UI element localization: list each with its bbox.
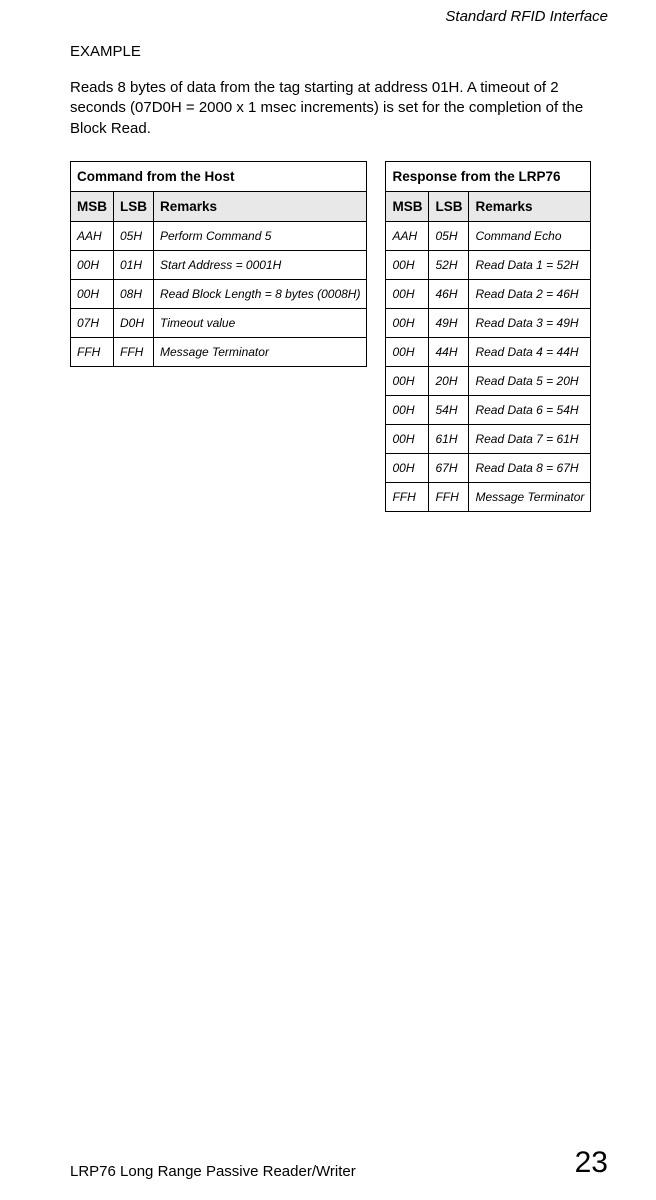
cell-msb: 00H [71,250,114,279]
cell-lsb: 44H [429,337,469,366]
cell-remarks: Read Data 7 = 61H [469,424,591,453]
table-row: 00H 46H Read Data 2 = 46H [386,279,591,308]
example-label: EXAMPLE [70,43,608,60]
cell-lsb: FFH [429,482,469,511]
table-row: 00H 49H Read Data 3 = 49H [386,308,591,337]
cell-msb: AAH [386,221,429,250]
cell-remarks: Read Data 6 = 54H [469,395,591,424]
table-row: 00H 61H Read Data 7 = 61H [386,424,591,453]
col-lsb: LSB [429,191,469,221]
col-msb: MSB [386,191,429,221]
cell-lsb: 20H [429,366,469,395]
table-row: 00H 44H Read Data 4 = 44H [386,337,591,366]
cell-lsb: FFH [114,337,154,366]
command-table-title: Command from the Host [71,161,367,191]
command-table: Command from the Host MSB LSB Remarks AA… [70,161,367,367]
cell-msb: 00H [386,366,429,395]
cell-remarks: Read Data 1 = 52H [469,250,591,279]
cell-msb: 00H [386,279,429,308]
page: Standard RFID Interface EXAMPLE Reads 8 … [0,0,656,1200]
cell-msb: 00H [386,395,429,424]
cell-remarks: Perform Command 5 [154,221,367,250]
cell-lsb: D0H [114,308,154,337]
response-table: Response from the LRP76 MSB LSB Remarks … [385,161,591,512]
table-row: 00H 01H Start Address = 0001H [71,250,367,279]
cell-lsb: 49H [429,308,469,337]
table-row: AAH 05H Perform Command 5 [71,221,367,250]
table-row: AAH 05H Command Echo [386,221,591,250]
page-footer: LRP76 Long Range Passive Reader/Writer 2… [70,1146,608,1180]
cell-remarks: Read Data 2 = 46H [469,279,591,308]
cell-remarks: Read Data 8 = 67H [469,453,591,482]
cell-remarks: Read Block Length = 8 bytes (0008H) [154,279,367,308]
body-paragraph: Reads 8 bytes of data from the tag start… [70,78,608,139]
col-msb: MSB [71,191,114,221]
cell-lsb: 54H [429,395,469,424]
cell-msb: 00H [71,279,114,308]
page-number: 23 [575,1146,608,1180]
response-table-title: Response from the LRP76 [386,161,591,191]
cell-remarks: Read Data 4 = 44H [469,337,591,366]
cell-msb: 00H [386,453,429,482]
cell-lsb: 08H [114,279,154,308]
col-remarks: Remarks [154,191,367,221]
cell-remarks: Command Echo [469,221,591,250]
cell-remarks: Read Data 5 = 20H [469,366,591,395]
col-remarks: Remarks [469,191,591,221]
cell-lsb: 61H [429,424,469,453]
cell-msb: 00H [386,308,429,337]
cell-remarks: Timeout value [154,308,367,337]
table-row: 00H 20H Read Data 5 = 20H [386,366,591,395]
table-row: FFH FFH Message Terminator [71,337,367,366]
cell-msb: 00H [386,250,429,279]
cell-msb: 07H [71,308,114,337]
running-header: Standard RFID Interface [70,0,608,25]
table-row: 07H D0H Timeout value [71,308,367,337]
tables-row: Command from the Host MSB LSB Remarks AA… [70,161,608,512]
table-row: 00H 52H Read Data 1 = 52H [386,250,591,279]
cell-lsb: 05H [429,221,469,250]
cell-lsb: 05H [114,221,154,250]
cell-lsb: 01H [114,250,154,279]
col-lsb: LSB [114,191,154,221]
cell-lsb: 46H [429,279,469,308]
table-row: 00H 08H Read Block Length = 8 bytes (000… [71,279,367,308]
table-row: 00H 67H Read Data 8 = 67H [386,453,591,482]
cell-msb: 00H [386,424,429,453]
cell-msb: AAH [71,221,114,250]
cell-remarks: Message Terminator [469,482,591,511]
cell-msb: 00H [386,337,429,366]
cell-lsb: 67H [429,453,469,482]
cell-remarks: Message Terminator [154,337,367,366]
footer-title: LRP76 Long Range Passive Reader/Writer [70,1163,356,1180]
cell-lsb: 52H [429,250,469,279]
cell-remarks: Start Address = 0001H [154,250,367,279]
table-row: 00H 54H Read Data 6 = 54H [386,395,591,424]
cell-msb: FFH [71,337,114,366]
cell-msb: FFH [386,482,429,511]
table-row: FFH FFH Message Terminator [386,482,591,511]
cell-remarks: Read Data 3 = 49H [469,308,591,337]
